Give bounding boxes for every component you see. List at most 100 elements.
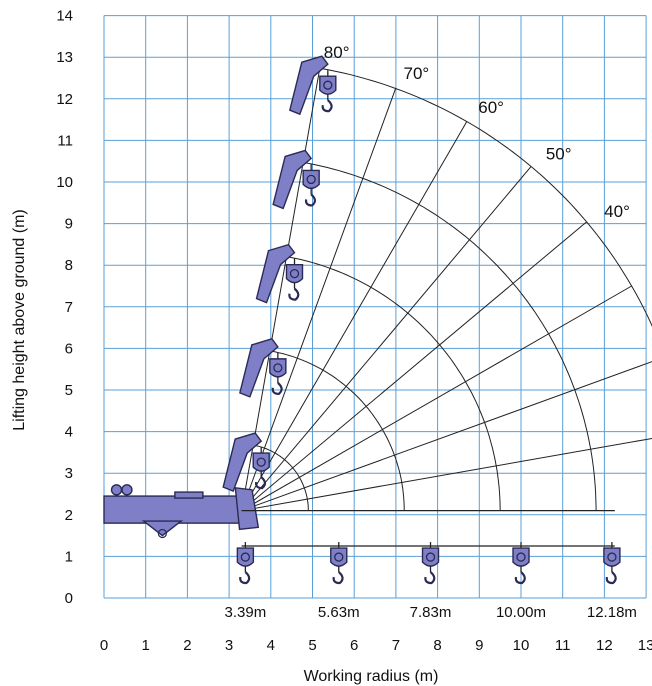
angle-label: 70° xyxy=(403,64,429,83)
x-tick-label: 1 xyxy=(142,637,150,654)
angle-label: 50° xyxy=(546,145,572,164)
hook-block xyxy=(603,547,621,567)
deck-bracket xyxy=(174,491,204,499)
grid xyxy=(103,15,647,599)
y-tick-label: 0 xyxy=(65,590,73,607)
y-tick-label: 13 xyxy=(56,49,73,66)
boom-arc xyxy=(319,67,652,327)
hook-block xyxy=(302,169,320,190)
y-tick-label: 2 xyxy=(65,507,73,524)
hook-block xyxy=(252,452,270,472)
boom-arcs xyxy=(253,67,652,511)
boom-tip-80deg xyxy=(288,55,329,116)
hook-sheave xyxy=(273,363,283,373)
x-tick-label: 9 xyxy=(475,637,483,654)
boom-tip-hook xyxy=(302,164,320,207)
y-tick-label: 10 xyxy=(56,174,73,191)
x-tick-label: 5 xyxy=(308,637,316,654)
boom-tip-hook xyxy=(319,70,337,113)
boom-tip-hook xyxy=(252,447,270,490)
hook-sheave xyxy=(256,457,266,467)
hook-sheave xyxy=(289,268,300,279)
hook-sheave xyxy=(323,80,333,90)
hook-sheave xyxy=(425,552,436,562)
boom-tip-section xyxy=(288,55,329,116)
y-axis-title: Lifting height above ground (m) xyxy=(11,209,28,430)
x-tick-label: 7 xyxy=(392,637,400,654)
angle-ray xyxy=(241,361,652,512)
hook-block xyxy=(236,547,255,567)
load-hook-0deg xyxy=(603,542,621,585)
y-tick-label: 4 xyxy=(65,424,73,441)
hook-block xyxy=(285,263,304,284)
x-axis-title: Working radius (m) xyxy=(304,668,439,685)
hook-block xyxy=(330,547,348,567)
angle-ray xyxy=(241,221,587,512)
angle-label: 80° xyxy=(324,43,350,62)
crane-truck-base xyxy=(103,484,615,539)
working-radius-label: 12.18m xyxy=(587,604,637,621)
hook-block xyxy=(319,75,337,95)
hook-sheave xyxy=(607,552,617,562)
y-tick-label: 5 xyxy=(65,382,73,399)
angle-ray xyxy=(241,166,532,511)
labels: 012345678910111213012345678910111213140°… xyxy=(56,8,652,654)
y-tick-label: 9 xyxy=(65,216,73,233)
hook xyxy=(304,193,317,207)
working-radius-label: 10.00m xyxy=(496,604,546,621)
x-tick-label: 4 xyxy=(267,637,275,654)
x-tick-label: 3 xyxy=(225,637,233,654)
working-radius-label: 5.63m xyxy=(318,604,360,621)
hook-block xyxy=(512,547,530,567)
hook xyxy=(332,571,344,585)
cab-fitting xyxy=(110,484,123,496)
load-hook-0deg xyxy=(421,542,440,585)
crane-illustrations xyxy=(103,55,621,585)
boom-tip-section xyxy=(255,243,296,304)
boom-tip-80deg xyxy=(222,432,263,493)
hook-block xyxy=(269,358,287,378)
angle-ray xyxy=(241,285,632,512)
load-hook-0deg xyxy=(236,542,255,585)
y-tick-label: 12 xyxy=(56,91,73,108)
boom-angle-rays xyxy=(241,68,652,512)
x-tick-label: 8 xyxy=(433,637,441,654)
boom-tip-section xyxy=(239,338,279,398)
y-tick-label: 6 xyxy=(65,340,73,357)
load-hook-0deg xyxy=(330,542,348,585)
angle-ray xyxy=(241,88,397,511)
y-tick-label: 7 xyxy=(65,299,73,316)
hook xyxy=(321,99,333,113)
x-tick-label: 6 xyxy=(350,637,358,654)
y-tick-label: 1 xyxy=(65,548,73,565)
outrigger-pin xyxy=(157,528,167,539)
cab-fitting xyxy=(121,484,133,496)
x-tick-label: 11 xyxy=(555,637,571,654)
hook xyxy=(271,382,283,395)
turret xyxy=(234,486,260,531)
boom-tip-section xyxy=(272,149,313,210)
y-tick-label: 11 xyxy=(57,132,73,149)
working-radius-label: 3.39m xyxy=(225,604,267,621)
hook xyxy=(605,571,617,585)
truck-deck xyxy=(103,495,251,524)
x-tick-label: 0 xyxy=(100,637,108,654)
hook xyxy=(288,287,300,301)
angle-label: 40° xyxy=(604,202,630,221)
x-tick-label: 13 xyxy=(638,637,652,654)
hook-sheave xyxy=(240,552,251,562)
hook xyxy=(239,571,251,585)
angle-ray xyxy=(241,121,468,511)
boom-tip-80deg xyxy=(239,338,279,398)
boom-tip-80deg xyxy=(255,243,296,304)
y-tick-label: 8 xyxy=(65,257,73,274)
angle-ray xyxy=(241,437,652,512)
load-hook-0deg xyxy=(512,542,530,585)
hook xyxy=(424,571,436,585)
hook xyxy=(254,476,267,490)
hook-sheave xyxy=(334,552,344,562)
hook-sheave xyxy=(306,174,316,185)
outrigger xyxy=(141,520,184,537)
boom-tip-80deg xyxy=(272,149,313,210)
